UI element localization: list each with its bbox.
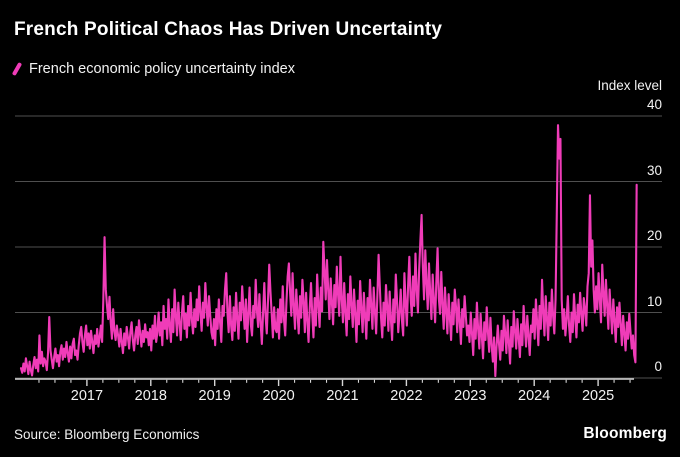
x-tick-label: 2022 — [390, 388, 423, 404]
uncertainty-line-series — [19, 124, 638, 378]
x-tick-label: 2024 — [518, 388, 551, 404]
x-tick-label: 2017 — [70, 388, 104, 404]
y-tick-label: 0 — [654, 359, 662, 374]
source-note: Source: Bloomberg Economics — [14, 427, 200, 442]
legend: French economic policy uncertainty index — [11, 61, 295, 77]
legend-label: French economic policy uncertainty index — [29, 61, 295, 77]
y-tick-label: 30 — [646, 162, 662, 178]
x-tick-label: 2019 — [198, 388, 231, 404]
x-tick-label: 2025 — [581, 388, 615, 404]
x-tick-label: 2020 — [262, 388, 295, 404]
x-tick-label: 2018 — [134, 388, 167, 404]
chart-title: French Political Chaos Has Driven Uncert… — [14, 19, 443, 40]
y-tick-label: 20 — [646, 228, 662, 243]
y-tick-label: 10 — [646, 293, 662, 309]
x-tick-label: 2023 — [454, 388, 487, 404]
bloomberg-logo: Bloomberg — [583, 425, 667, 442]
y-axis-unit-label: Index level — [597, 78, 662, 93]
x-tick-label: 2021 — [326, 388, 359, 404]
y-tick-label: 40 — [646, 97, 662, 112]
